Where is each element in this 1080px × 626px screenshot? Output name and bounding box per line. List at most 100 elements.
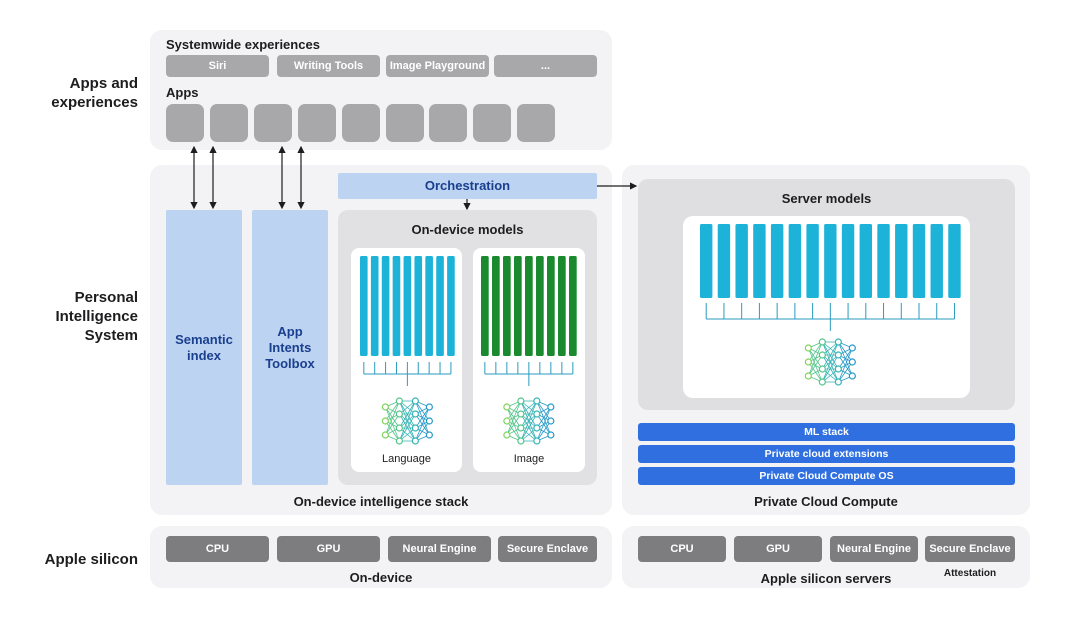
layer-bar — [948, 224, 961, 298]
layer-bar — [436, 256, 444, 356]
layer-bar — [859, 224, 873, 298]
layer-bar — [425, 256, 433, 356]
net-node — [848, 358, 856, 366]
model-label: Image — [513, 453, 545, 465]
net-node — [818, 338, 826, 346]
model-label: Language — [382, 453, 431, 465]
net-edge — [415, 400, 430, 422]
net-node — [834, 378, 842, 386]
net-edge — [808, 361, 823, 383]
app-icon — [385, 104, 424, 142]
net-node — [834, 351, 842, 359]
layer-bar — [403, 256, 412, 356]
net-node — [834, 338, 842, 346]
app-intents: App Intents Toolbox — [252, 210, 328, 485]
layer-bar — [930, 224, 943, 298]
layer-bar — [770, 224, 784, 298]
layer-bar — [360, 256, 368, 356]
net-edge — [385, 420, 400, 442]
net-edge — [506, 400, 522, 436]
row-label: Apps and experiences — [51, 75, 138, 111]
layer-bar — [514, 256, 522, 356]
app-icon — [253, 104, 292, 142]
net-edge — [398, 400, 416, 442]
net-node — [533, 437, 541, 445]
net-node — [503, 403, 511, 411]
layer-bar — [381, 256, 390, 356]
layer-bar — [414, 256, 423, 356]
net-edge — [520, 400, 538, 442]
net-edge — [506, 400, 522, 422]
layer-bar — [481, 256, 489, 356]
section-footer: Private Cloud Compute — [754, 494, 898, 509]
net-node — [818, 378, 826, 386]
net-node — [411, 397, 419, 405]
net-node — [848, 372, 856, 380]
layer-bar — [841, 224, 855, 298]
net-edge — [384, 400, 400, 436]
net-node — [517, 397, 525, 405]
orchestration: Orchestration — [338, 173, 597, 199]
row-label: Personal Intelligence System — [55, 289, 138, 344]
net-node — [533, 424, 541, 432]
app-icon — [166, 104, 204, 142]
layer-bar — [912, 224, 926, 298]
net-node — [503, 417, 511, 425]
net-node — [425, 417, 433, 425]
net-node — [517, 437, 525, 445]
app-icon — [209, 104, 248, 142]
net-node — [395, 397, 403, 405]
net-node — [503, 431, 511, 439]
net-node — [804, 372, 812, 380]
layer-bar — [503, 256, 511, 356]
net-node — [411, 424, 419, 432]
attestation: Attestation — [943, 568, 997, 579]
net-edge — [385, 413, 400, 436]
net-edge — [385, 400, 400, 422]
net-node — [381, 417, 389, 425]
net-edge — [838, 347, 853, 370]
app-icon — [341, 104, 380, 142]
label: Orchestration — [424, 178, 511, 193]
net-edge — [838, 341, 853, 363]
net-edge — [808, 354, 823, 377]
net-node — [547, 403, 555, 411]
layer-bar — [824, 224, 837, 298]
net-edge — [414, 406, 430, 442]
chip: GPU — [734, 536, 822, 562]
app-icon — [297, 104, 336, 142]
net-node — [381, 431, 389, 439]
net-node — [517, 410, 525, 418]
net-node — [381, 403, 389, 411]
layer-bar — [536, 256, 544, 356]
layer-bar — [547, 256, 555, 356]
net-edge — [821, 341, 839, 370]
experience-chip: ... — [494, 55, 597, 77]
net-node — [395, 424, 403, 432]
net-node — [818, 365, 826, 373]
net-edge — [838, 361, 853, 383]
chip: CPU — [638, 536, 726, 562]
net-node — [547, 417, 555, 425]
section-title: On-device models — [411, 222, 524, 237]
net-edge — [399, 413, 416, 442]
net-node — [834, 365, 842, 373]
layer-bar — [717, 224, 731, 298]
section-footer: On-device intelligence stack — [293, 494, 469, 509]
net-edge — [506, 413, 522, 436]
section-title: Systemwide experiences — [166, 37, 320, 52]
layer-bar — [700, 224, 713, 298]
net-edge — [837, 347, 853, 383]
layer-bar — [558, 256, 566, 356]
layer-bar — [877, 224, 890, 298]
net-edge — [808, 341, 823, 363]
net-edge — [520, 413, 538, 442]
layer-bar — [569, 256, 577, 356]
chip: Secure Enclave — [498, 536, 597, 562]
layer-bar — [806, 224, 819, 298]
experience-chip: Writing Tools — [277, 55, 380, 77]
layer-bar — [525, 256, 533, 356]
net-edge — [506, 420, 522, 442]
app-icon — [517, 104, 556, 142]
